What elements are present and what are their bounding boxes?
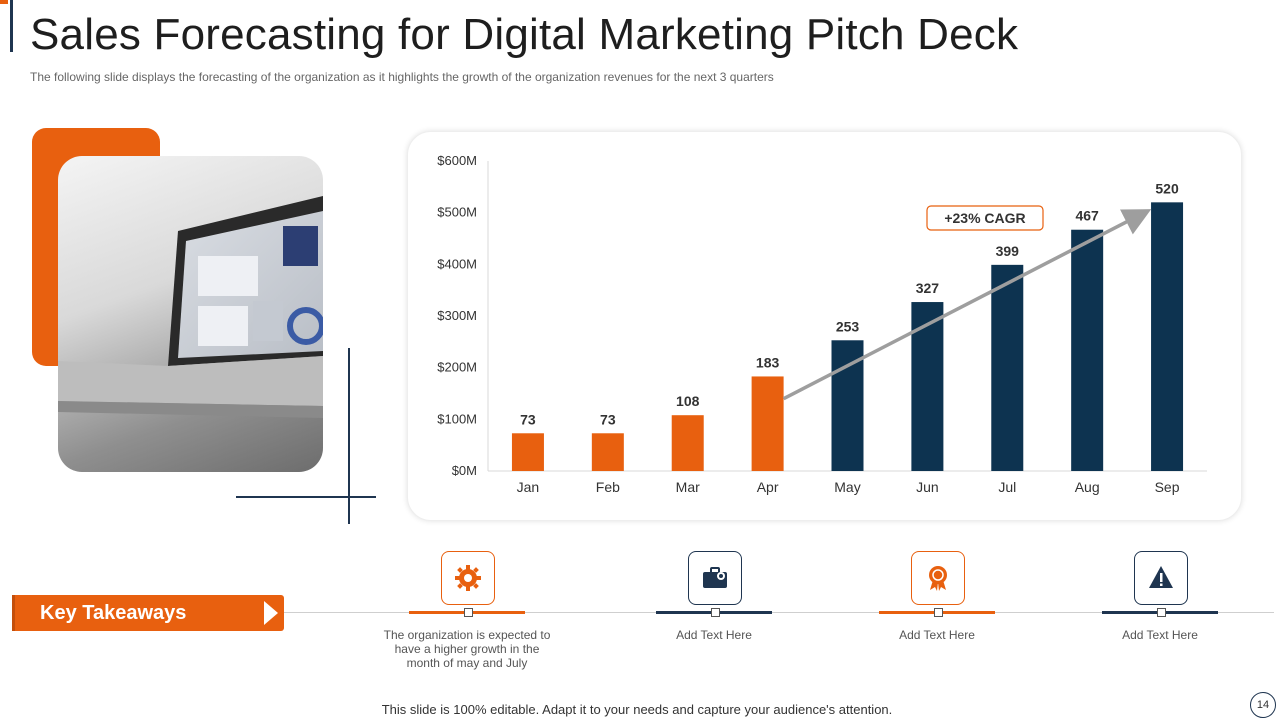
data-label: 399	[996, 243, 1020, 259]
x-tick-label: Sep	[1155, 479, 1180, 495]
data-label: 73	[520, 411, 536, 427]
data-label: 327	[916, 280, 940, 296]
y-tick-label: $300M	[437, 308, 477, 323]
bar-aug	[1071, 229, 1104, 471]
cagr-annotation: +23% CAGR	[944, 210, 1025, 226]
x-tick-label: Jan	[517, 479, 540, 495]
data-label: 108	[676, 393, 700, 409]
data-label: 73	[600, 411, 616, 427]
award-badge-icon	[929, 566, 947, 591]
x-tick-label: Aug	[1075, 479, 1100, 495]
page-number: 14	[1250, 692, 1276, 718]
data-label: 253	[836, 318, 860, 334]
takeaway-1-text: The organization is expected to have a h…	[383, 628, 551, 670]
takeaway-3-marker	[934, 608, 943, 617]
x-tick-label: May	[834, 479, 860, 495]
decorative-line-vertical	[348, 348, 350, 524]
bar-chart: $0M $100M $200M $300M $400M $500M $600M 73 73 10…	[437, 153, 1207, 495]
takeaway-2-text: Add Text Here	[676, 628, 752, 642]
title-accent-orange	[0, 0, 8, 4]
bar-mar	[671, 415, 704, 471]
takeaway-4-text: Add Text Here	[1122, 628, 1198, 642]
page-subtitle: The following slide displays the forecas…	[30, 70, 774, 84]
timeline-line	[284, 612, 1274, 613]
y-tick-label: $200M	[437, 360, 477, 375]
bar-jun	[911, 302, 944, 471]
x-tick-label: Jul	[998, 479, 1016, 495]
gear-icon	[455, 565, 481, 591]
bar-jan	[511, 433, 544, 471]
takeaway-4-icon-box	[1134, 551, 1188, 605]
data-label: 467	[1075, 208, 1099, 224]
laptop-photo	[58, 156, 323, 472]
decorative-line-horizontal	[236, 496, 376, 498]
takeaway-2-marker	[711, 608, 720, 617]
takeaway-2-icon-box	[688, 551, 742, 605]
cagr-annotation-box	[926, 205, 1044, 231]
y-tick-label: $500M	[437, 205, 477, 220]
bar-jul	[991, 264, 1024, 471]
bar-apr	[751, 376, 784, 471]
banner-accent	[12, 595, 15, 631]
key-takeaways-banner: Key Takeaways	[12, 595, 284, 631]
takeaway-4-marker	[1157, 608, 1166, 617]
takeaway-1-marker	[464, 608, 473, 617]
title-accent-bar	[10, 0, 13, 52]
bar-feb	[591, 433, 624, 471]
bar-sep	[1151, 202, 1184, 471]
warning-icon	[1149, 566, 1173, 588]
x-tick-label: Feb	[596, 479, 620, 495]
page-title: Sales Forecasting for Digital Marketing …	[30, 10, 1019, 59]
takeaway-3-text: Add Text Here	[899, 628, 975, 642]
y-tick-label: $0M	[452, 463, 477, 478]
data-label: 183	[756, 354, 780, 370]
briefcase-icon	[703, 567, 727, 588]
chevron-right-icon	[264, 601, 278, 625]
key-takeaways-label: Key Takeaways	[40, 602, 187, 624]
takeaway-3-icon-box	[911, 551, 965, 605]
x-tick-label: Jun	[916, 479, 939, 495]
x-tick-label: Apr	[757, 479, 779, 495]
footer-text: This slide is 100% editable. Adapt it to…	[381, 702, 893, 717]
y-tick-label: $100M	[437, 411, 477, 426]
data-label: 520	[1155, 180, 1179, 196]
trend-arrow	[782, 209, 1152, 401]
x-tick-label: Mar	[676, 479, 700, 495]
y-tick-label: $400M	[437, 256, 477, 271]
y-tick-label: $600M	[437, 153, 477, 168]
takeaway-1-icon-box	[441, 551, 495, 605]
